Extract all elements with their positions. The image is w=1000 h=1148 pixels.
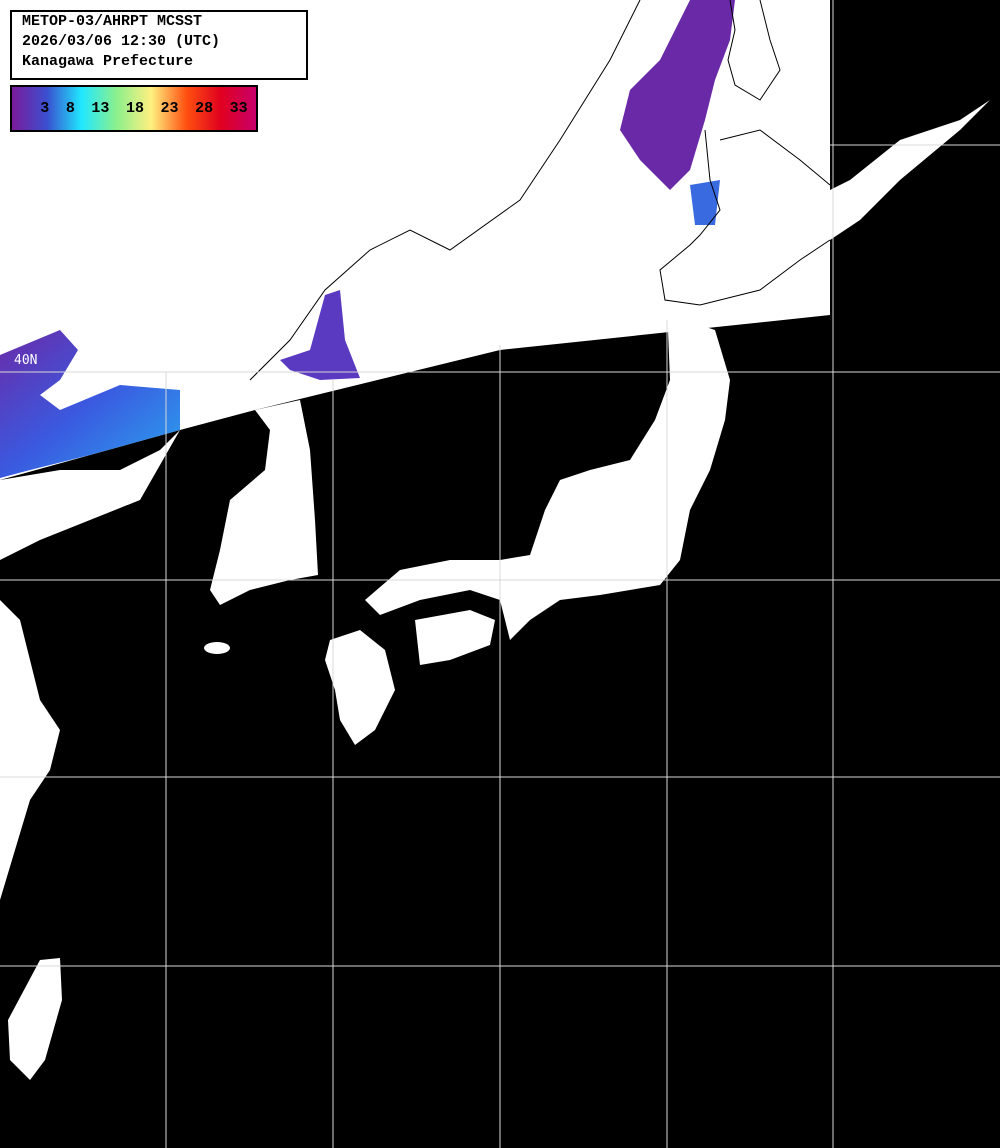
satellite-product: METOP-03/AHRPT MCSST bbox=[22, 13, 203, 30]
colorbar-tick: 33 bbox=[229, 100, 248, 117]
sst-patch-korea-east bbox=[280, 290, 360, 380]
timestamp: 2026/03/06 12:30 (UTC) bbox=[22, 33, 221, 50]
land-taiwan bbox=[8, 958, 62, 1080]
title-box: METOP-03/AHRPT MCSST 2026/03/06 12:30 (U… bbox=[10, 10, 308, 80]
land-hokkaido-east bbox=[830, 100, 990, 240]
land-korea bbox=[210, 400, 318, 605]
coastline-sakhalin bbox=[659, 0, 831, 306]
colorbar-tick: 8 bbox=[65, 100, 75, 117]
colorbar-tick: 3 bbox=[40, 100, 50, 117]
land-honshu bbox=[365, 325, 730, 640]
land-china-coast bbox=[0, 430, 180, 560]
sst-patch-yellow-sea bbox=[0, 330, 180, 478]
colorbar-tick: 28 bbox=[195, 100, 214, 117]
coastline-primorye bbox=[249, 0, 641, 381]
land-jeju bbox=[204, 642, 230, 654]
colorbar-legend: 3 8 13 18 23 28 33 bbox=[10, 85, 258, 132]
sst-patch-sakhalin bbox=[620, 0, 735, 190]
colorbar-tick: 13 bbox=[91, 100, 110, 117]
land-china-south bbox=[0, 600, 60, 900]
lat-label-40n: 40N bbox=[14, 353, 38, 368]
colorbar-tick: 18 bbox=[125, 100, 144, 117]
colorbar-tick: 23 bbox=[160, 100, 179, 117]
land-kyushu bbox=[325, 630, 395, 745]
land-shikoku bbox=[415, 610, 495, 665]
region-name: Kanagawa Prefecture bbox=[22, 53, 194, 70]
sst-patch-hokkaido-west bbox=[690, 180, 720, 225]
lat-label-30n: 30N bbox=[18, 760, 42, 775]
